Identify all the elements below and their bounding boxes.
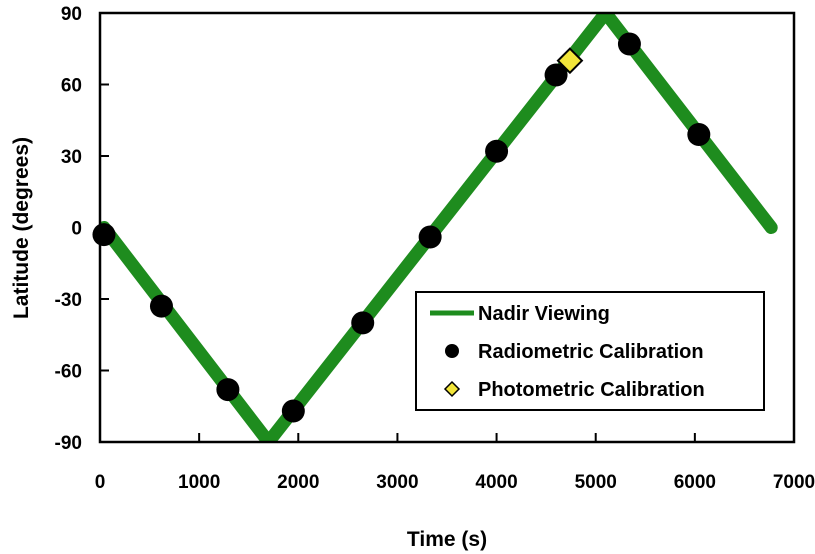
y-tick-label: 30 [61, 147, 82, 168]
radiometric-calibration-point [281, 399, 305, 423]
y-tick-label: -60 [55, 362, 82, 383]
legend-label: Radiometric Calibration [478, 341, 704, 363]
y-axis-title: Latitude (degrees) [10, 137, 33, 319]
radiometric-calibration-point [216, 378, 240, 402]
legend-label: Nadir Viewing [478, 303, 610, 325]
x-tick-label: 6000 [674, 472, 716, 493]
legend-swatch-circle [445, 344, 459, 358]
series-line-nadir-viewing [100, 13, 778, 442]
radiometric-calibration-point [418, 225, 442, 249]
x-tick-label: 0 [95, 472, 106, 493]
x-tick-label: 7000 [773, 472, 815, 493]
x-axis-title: Time (s) [407, 528, 487, 551]
y-tick-label: 0 [71, 219, 82, 240]
radiometric-calibration-point [544, 63, 568, 87]
radiometric-calibration-point [617, 32, 641, 56]
x-tick-label: 4000 [475, 472, 517, 493]
x-tick-label: 2000 [277, 472, 319, 493]
x-tick-label: 3000 [376, 472, 418, 493]
radiometric-calibration-point [687, 123, 711, 147]
radiometric-calibration-point [485, 139, 509, 163]
legend: Nadir Viewing Radiometric Calibration Phot… [415, 291, 765, 411]
y-tick-label: -30 [55, 290, 82, 311]
radiometric-calibration-point [92, 223, 116, 247]
photometric-calibration-point [556, 47, 584, 75]
legend-label: Photometric Calibration [478, 379, 705, 401]
x-tick-label: 5000 [575, 472, 617, 493]
radiometric-calibration-point [149, 294, 173, 318]
radiometric-calibration-point [351, 311, 375, 335]
y-tick-label: -90 [55, 433, 82, 454]
y-tick-label: 90 [61, 4, 82, 25]
y-tick-label: 60 [61, 76, 82, 97]
legend-swatch-diamond [443, 380, 461, 398]
x-tick-label: 1000 [178, 472, 220, 493]
